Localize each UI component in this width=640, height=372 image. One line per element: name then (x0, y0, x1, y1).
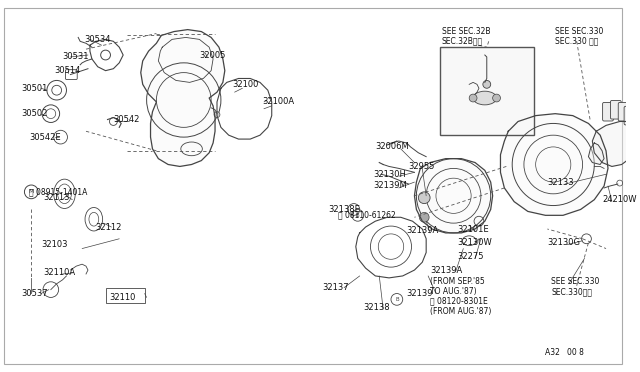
Text: 32137: 32137 (323, 283, 349, 292)
Text: 30514: 30514 (55, 66, 81, 75)
Circle shape (469, 94, 477, 102)
Text: 32139M: 32139M (373, 182, 407, 190)
Text: 32139: 32139 (406, 289, 433, 298)
Text: 32138: 32138 (364, 303, 390, 312)
Text: 32103: 32103 (41, 240, 68, 249)
Text: B: B (395, 297, 399, 302)
Text: 32112: 32112 (96, 222, 122, 231)
Text: 32100: 32100 (232, 80, 259, 89)
Text: 32130G: 32130G (547, 238, 580, 247)
Circle shape (419, 192, 430, 203)
Text: 32130H: 32130H (373, 170, 406, 179)
Text: (FROM AUG.'87): (FROM AUG.'87) (430, 307, 492, 315)
Polygon shape (141, 30, 225, 166)
FancyBboxPatch shape (611, 100, 621, 119)
Text: 32133: 32133 (547, 177, 574, 187)
Text: 32130W: 32130W (458, 238, 492, 247)
Text: Ⓑ 08120-8301E: Ⓑ 08120-8301E (430, 297, 488, 306)
FancyBboxPatch shape (624, 106, 635, 125)
Polygon shape (415, 158, 493, 233)
Text: SEE SEC.330: SEE SEC.330 (556, 27, 604, 36)
Text: 30537: 30537 (22, 289, 48, 298)
Text: 30531: 30531 (63, 52, 89, 61)
Bar (440, 47, 534, 135)
Text: TO AUG.'87): TO AUG.'87) (430, 287, 477, 296)
Text: 32110: 32110 (109, 293, 136, 302)
Text: 30502: 30502 (22, 109, 48, 118)
Text: 32101E: 32101E (458, 225, 489, 234)
Ellipse shape (473, 91, 497, 105)
Text: 32138E: 32138E (328, 205, 360, 214)
Text: 32006M: 32006M (375, 142, 409, 151)
Text: 32113: 32113 (43, 193, 70, 202)
Text: SEE SEC.32B: SEE SEC.32B (442, 27, 490, 36)
Text: M: M (29, 189, 34, 194)
Text: SEC.330 参照: SEC.330 参照 (556, 37, 598, 46)
Text: B: B (356, 213, 360, 218)
Polygon shape (500, 114, 608, 215)
Text: Ⓜ 08915-1401A: Ⓜ 08915-1401A (29, 187, 88, 196)
Circle shape (483, 80, 491, 88)
Text: 32139A: 32139A (406, 227, 439, 235)
Text: (FROM SEP.'85: (FROM SEP.'85 (430, 277, 485, 286)
Bar (106, 288, 145, 303)
Text: 30542: 30542 (113, 115, 140, 124)
Circle shape (214, 112, 220, 118)
FancyBboxPatch shape (618, 102, 629, 121)
Circle shape (419, 212, 429, 222)
Text: SEC.330参照: SEC.330参照 (551, 287, 592, 296)
Text: 32139A: 32139A (430, 266, 462, 275)
Text: SEE SEC.330: SEE SEC.330 (551, 277, 600, 286)
Polygon shape (593, 122, 637, 166)
Text: A32   00 8: A32 00 8 (545, 348, 584, 357)
Text: 32100A: 32100A (262, 97, 294, 106)
FancyBboxPatch shape (603, 102, 613, 121)
Circle shape (493, 94, 500, 102)
Text: 30542E: 30542E (29, 133, 61, 142)
Text: 32275: 32275 (458, 252, 484, 261)
Text: SEC.32B参照: SEC.32B参照 (442, 37, 483, 46)
Text: 24210W: 24210W (602, 195, 637, 204)
Text: 30534: 30534 (84, 35, 111, 44)
Text: 30501: 30501 (22, 84, 48, 93)
Text: Ⓑ 08110-61262: Ⓑ 08110-61262 (338, 211, 396, 220)
Polygon shape (588, 143, 604, 164)
Text: 32005: 32005 (200, 51, 226, 60)
Text: 32955: 32955 (408, 162, 435, 171)
Text: 32110A: 32110A (43, 267, 75, 276)
